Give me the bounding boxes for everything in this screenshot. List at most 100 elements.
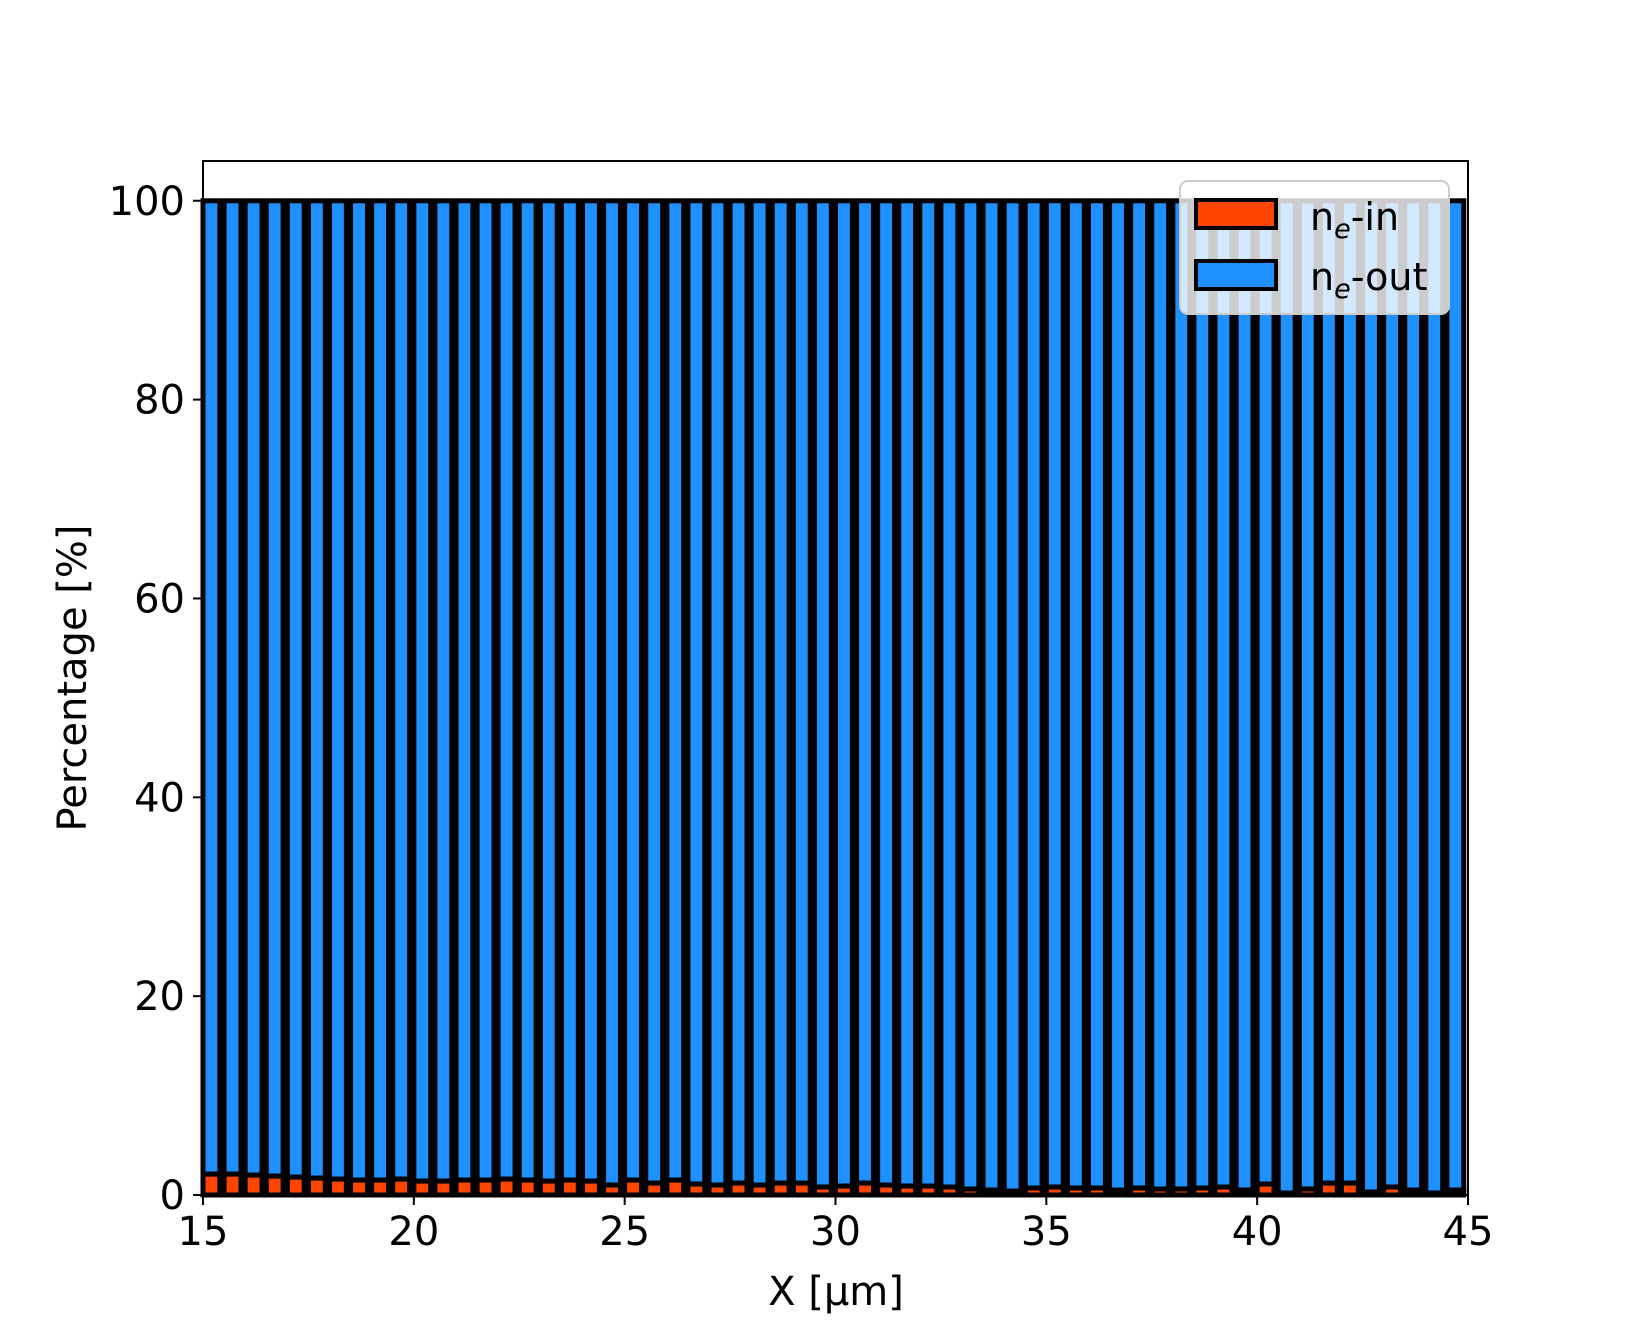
bar-ne-out [790, 198, 813, 1186]
bar-ne-in [284, 1174, 307, 1198]
bar-ne-out [1212, 198, 1235, 1190]
legend-swatch-in [1194, 198, 1278, 230]
bar-ne-in [1339, 1180, 1361, 1198]
bar-ne-out [1191, 198, 1214, 1191]
bar-ne-out [1233, 198, 1256, 1193]
legend-swatch-out [1194, 259, 1278, 291]
x-tick-label: 45 [1443, 1209, 1494, 1255]
y-ticks: 0 20 40 60 80 100 [109, 179, 203, 1219]
bar-ne-in [854, 1180, 876, 1198]
legend-label-in: ne-in [1310, 195, 1399, 245]
bar-ne-in [390, 1176, 413, 1198]
bar-ne-out [938, 198, 961, 1190]
bar-ne-out [917, 198, 940, 1189]
y-tick-label: 100 [109, 179, 185, 225]
legend-label-out: ne-out [1310, 255, 1427, 305]
bar-ne-out [1001, 198, 1024, 1194]
bar-ne-out [664, 198, 687, 1183]
bar-ne-out [1170, 198, 1193, 1192]
bar-ne-in [917, 1183, 940, 1198]
bar-ne-out [1128, 198, 1151, 1191]
bar-ne-out [1043, 198, 1066, 1190]
bar-ne-out [1360, 198, 1382, 1195]
bar-ne-out [1149, 198, 1172, 1192]
bar-ne-out [685, 198, 708, 1187]
bar-ne-in [1317, 1180, 1340, 1198]
bar-ne-out [1423, 198, 1446, 1196]
bar-ne-in [432, 1178, 455, 1198]
legend: ne-in ne-out [1179, 180, 1450, 315]
bar-ne-out [601, 198, 623, 1188]
bar-ne-in [811, 1184, 834, 1198]
x-tick-label: 25 [599, 1209, 650, 1255]
y-tick-label: 60 [134, 576, 185, 622]
bar-ne-in [327, 1176, 349, 1198]
bar-ne-out [811, 198, 834, 1190]
bar-ne-in [369, 1177, 392, 1198]
bar-ne-in [727, 1180, 750, 1198]
bar-ne-in [664, 1177, 687, 1198]
bar-ne-out [580, 198, 602, 1184]
bar-ne-out [516, 198, 539, 1183]
bar-ne-out [896, 198, 919, 1189]
bar-ne-out [1275, 198, 1298, 1196]
bar-ne-out [1022, 198, 1045, 1191]
x-tick-label: 20 [388, 1209, 439, 1255]
x-tick-label: 35 [1021, 1209, 1072, 1255]
y-tick-label: 40 [134, 775, 185, 821]
bar-ne-out [1107, 198, 1129, 1193]
y-axis-label: Percentage [%] [50, 525, 96, 832]
bar-ne-out [1402, 198, 1425, 1193]
bar-ne-in [263, 1173, 286, 1198]
bar-ne-in [200, 1171, 223, 1198]
bar-ne-in [706, 1182, 729, 1198]
bar-ne-out [959, 198, 982, 1192]
bar-ne-out [390, 198, 413, 1182]
bar-ne-out [875, 198, 898, 1188]
bar-ne-in [221, 1171, 244, 1198]
bar-ne-out [537, 198, 560, 1184]
bar-ne-in [1381, 1184, 1404, 1198]
bar-ne-out [327, 198, 349, 1182]
bar-ne-in [1022, 1185, 1045, 1198]
bar-ne-out [242, 198, 265, 1178]
bar-ne-in [643, 1180, 666, 1198]
bar-ne-out [748, 198, 771, 1188]
bar-ne-out [369, 198, 392, 1183]
bar-ne-in [242, 1172, 265, 1198]
bar-ne-out [558, 198, 581, 1183]
bar-ne-in [1043, 1184, 1066, 1198]
bar-ne-out [1339, 198, 1361, 1186]
bar-ne-out [263, 198, 286, 1179]
bar-ne-out [643, 198, 666, 1186]
bar-ne-in [516, 1177, 539, 1198]
bar-ne-in [580, 1178, 602, 1198]
bar-ne-in [769, 1180, 792, 1198]
bar-ne-out [1064, 198, 1087, 1191]
bar-ne-out [474, 198, 497, 1183]
bar-ne-out [411, 198, 434, 1184]
bar-ne-out [200, 198, 223, 1177]
bar-ne-in [305, 1175, 328, 1198]
bar-ne-out [1317, 198, 1340, 1186]
bar-ne-in [453, 1177, 476, 1198]
y-tick-label: 0 [160, 1173, 185, 1219]
bar-ne-in [748, 1182, 771, 1198]
y-tick-label: 80 [134, 378, 185, 424]
bar-ne-in [938, 1184, 961, 1198]
bar-ne-out [833, 198, 855, 1189]
x-tick-label: 15 [178, 1209, 229, 1255]
bar-ne-out [1444, 198, 1467, 1193]
bar-ne-out [1086, 198, 1108, 1191]
bar-ne-in [558, 1177, 581, 1198]
bar-ne-out [1254, 198, 1277, 1187]
bar-ne-in [411, 1178, 434, 1198]
bar-ne-in [1212, 1184, 1235, 1198]
bars-group [200, 198, 1467, 1198]
bar-ne-out [727, 198, 750, 1186]
bar-ne-out [221, 198, 244, 1177]
bar-ne-out [284, 198, 307, 1180]
bar-ne-in [601, 1182, 623, 1198]
y-tick-label: 20 [134, 974, 185, 1020]
